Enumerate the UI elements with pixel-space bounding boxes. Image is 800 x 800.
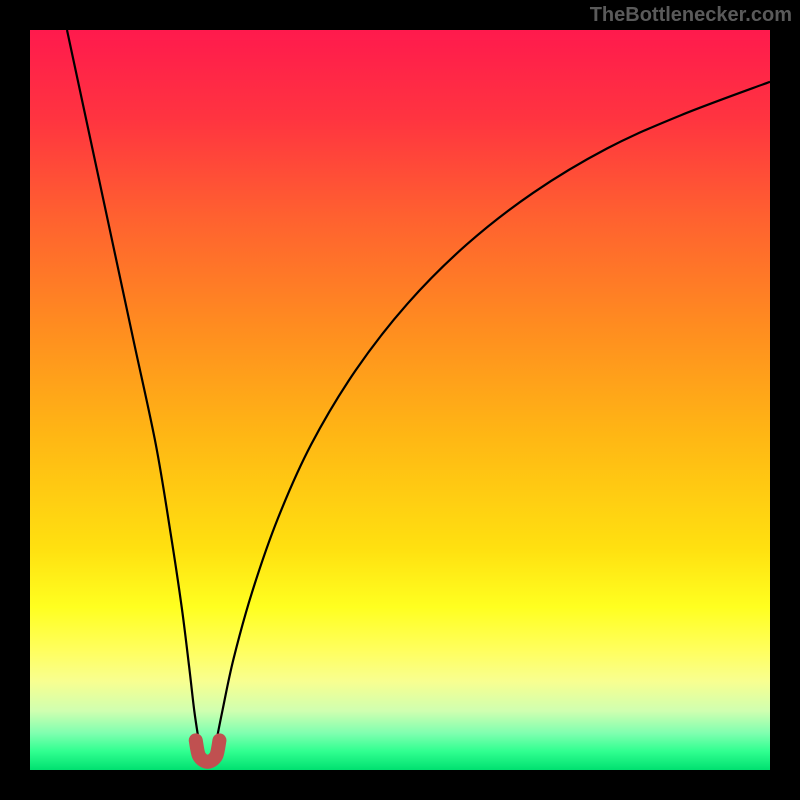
chart-container: TheBottlenecker.com: [0, 0, 800, 800]
curve-left-branch: [67, 30, 199, 740]
bottleneck-curve: [30, 30, 770, 770]
minimum-marker: [196, 740, 220, 761]
attribution-text: TheBottlenecker.com: [590, 4, 792, 27]
curve-right-branch: [216, 82, 770, 741]
plot-area: [30, 30, 770, 770]
